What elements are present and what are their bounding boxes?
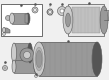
Bar: [14, 60, 36, 73]
Polygon shape: [4, 28, 10, 33]
Ellipse shape: [63, 6, 73, 34]
Ellipse shape: [33, 42, 45, 76]
Ellipse shape: [92, 42, 102, 76]
Ellipse shape: [12, 43, 16, 63]
Ellipse shape: [36, 50, 42, 68]
Ellipse shape: [100, 6, 108, 34]
Circle shape: [5, 16, 10, 20]
Ellipse shape: [35, 47, 43, 71]
Circle shape: [47, 9, 53, 15]
Bar: [68, 4, 104, 36]
Ellipse shape: [27, 43, 32, 63]
Ellipse shape: [24, 52, 31, 58]
Bar: [14, 43, 30, 63]
Bar: [12, 13, 28, 24]
Circle shape: [49, 11, 51, 13]
Circle shape: [3, 66, 8, 70]
Ellipse shape: [9, 13, 14, 24]
Ellipse shape: [3, 28, 5, 32]
Ellipse shape: [66, 13, 71, 27]
Circle shape: [58, 6, 66, 16]
Ellipse shape: [34, 60, 38, 73]
Circle shape: [4, 67, 6, 69]
Circle shape: [3, 32, 5, 36]
Bar: [25, 14, 28, 23]
Bar: [39, 42, 97, 76]
Circle shape: [34, 9, 36, 11]
Ellipse shape: [20, 48, 34, 62]
Ellipse shape: [12, 60, 16, 73]
Circle shape: [35, 74, 37, 78]
Ellipse shape: [26, 13, 30, 24]
Bar: [1, 4, 42, 36]
Circle shape: [32, 7, 38, 13]
Circle shape: [60, 9, 64, 13]
Circle shape: [7, 17, 9, 19]
Bar: [72, 7, 100, 33]
